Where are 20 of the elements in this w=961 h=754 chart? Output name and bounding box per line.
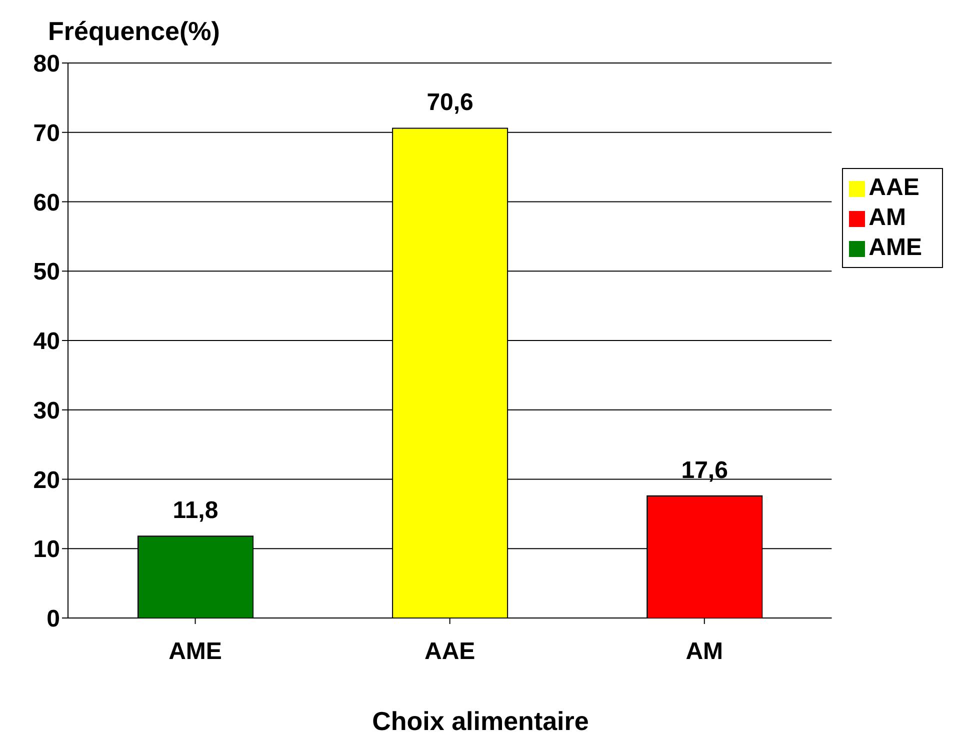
y-tick-label: 70 (33, 120, 60, 147)
y-tick-label: 30 (33, 397, 60, 424)
y-tick-label: 20 (33, 466, 60, 494)
x-axis-title: Choix alimentaire (371, 706, 590, 737)
y-tick-label: 40 (33, 328, 60, 356)
y-tick-label: 50 (33, 258, 60, 286)
legend-label: AM (868, 204, 906, 231)
data-label: 70,6 (426, 89, 474, 116)
y-tick-label: 0 (46, 606, 60, 633)
data-label: 11,8 (172, 497, 218, 524)
y-axis-title: Fréquence(%) (48, 16, 220, 47)
y-tick-label: 60 (33, 189, 60, 216)
y-tick-label: 10 (33, 536, 60, 564)
x-tick-label: AME (168, 638, 222, 666)
x-tick-label: AAE (424, 638, 476, 666)
legend-label: AAE (868, 174, 920, 201)
legend-label: AME (868, 234, 922, 261)
x-tick-label: AM (686, 638, 724, 666)
data-label: 17,6 (681, 456, 728, 484)
y-tick-label: 80 (33, 50, 60, 78)
